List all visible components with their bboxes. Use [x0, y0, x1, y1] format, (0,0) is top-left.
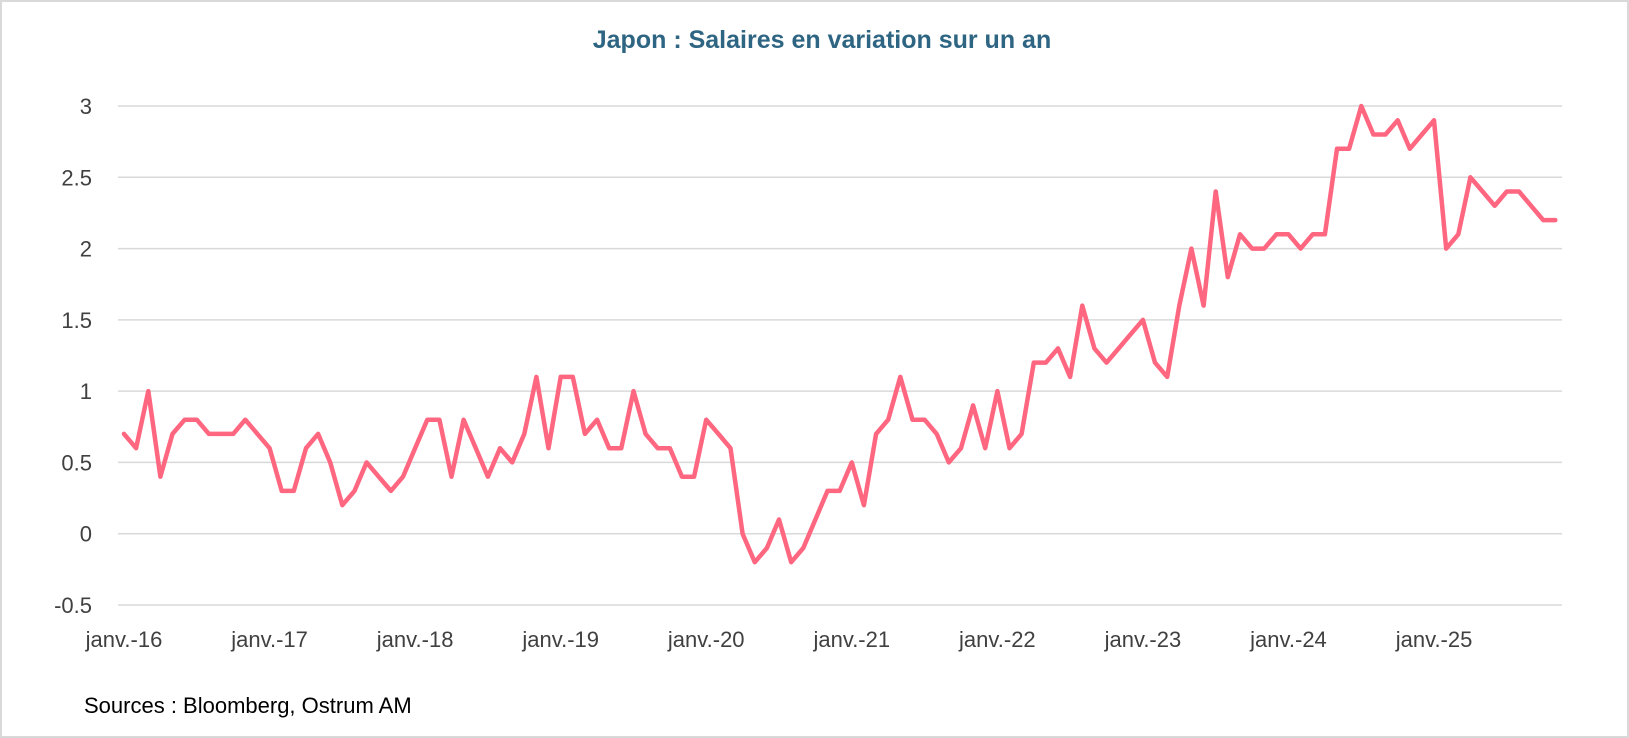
x-axis-ticks: janv.-16 janv.-17 janv.-18 janv.-19 janv.-20… [85, 627, 1473, 652]
y-tick-label: 2 [80, 237, 92, 262]
x-tick-label: janv.-20 [667, 627, 745, 652]
y-tick-label: 1 [80, 379, 92, 404]
y-tick-label: 2.5 [61, 165, 92, 190]
x-tick-label: janv.-21 [812, 627, 890, 652]
y-tick-label: 3 [80, 94, 92, 119]
x-tick-label: janv.-23 [1104, 627, 1182, 652]
x-tick-label: janv.-22 [958, 627, 1036, 652]
y-tick-label: 0 [80, 522, 92, 547]
x-tick-label: janv.-25 [1395, 627, 1473, 652]
y-tick-label: -0.5 [54, 593, 92, 618]
series-group [121, 103, 1558, 565]
x-tick-label: janv.-19 [521, 627, 599, 652]
y-axis-ticks: 3 2.5 2 1.5 1 0.5 0 -0.5 [54, 94, 92, 618]
chart-title: Japon : Salaires en variation sur un an [593, 26, 1051, 54]
x-tick-label: janv.-18 [376, 627, 454, 652]
x-tick-label: janv.-24 [1249, 627, 1327, 652]
gridlines [118, 105, 1562, 606]
series-line [121, 103, 1558, 565]
x-tick-label: janv.-16 [85, 627, 163, 652]
y-tick-label: 1.5 [61, 308, 92, 333]
source-note: Sources : Bloomberg, Ostrum AM [84, 693, 412, 718]
y-tick-label: 0.5 [61, 450, 92, 475]
x-tick-label: janv.-17 [230, 627, 308, 652]
